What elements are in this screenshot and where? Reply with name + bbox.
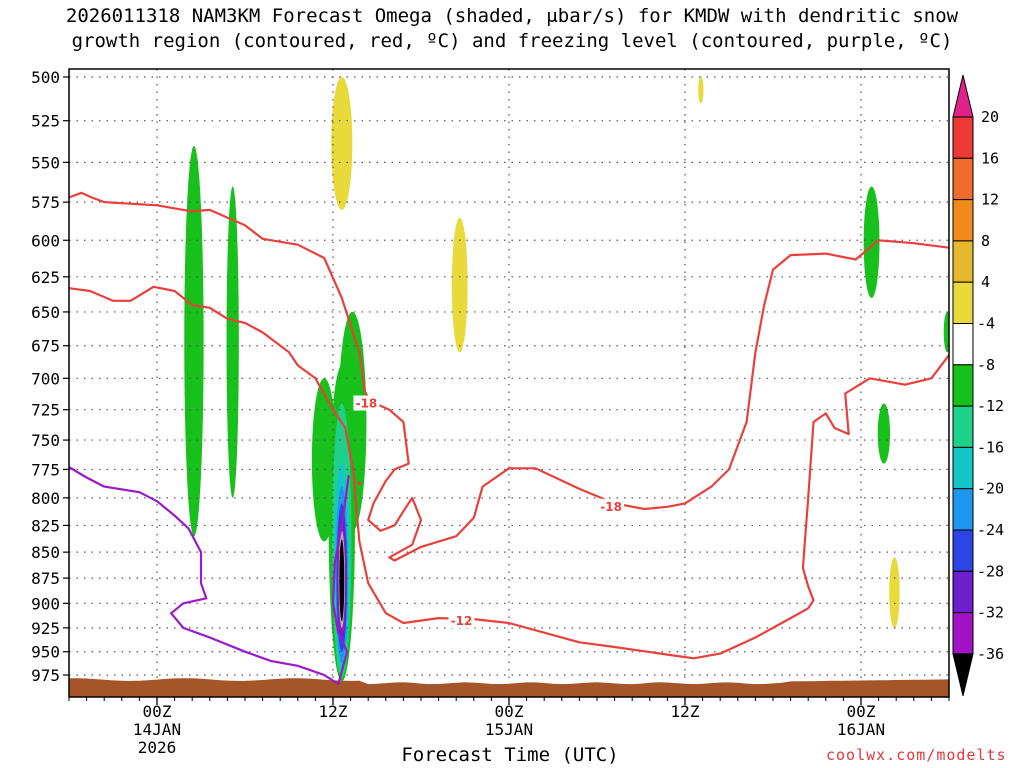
colorbar-label: -24 [977, 521, 1004, 539]
chart-title: 2026011318 NAM3KM Forecast Omega (shaded… [0, 4, 1024, 54]
omega-column-green [863, 186, 880, 299]
y-tick-label: 900 [31, 594, 60, 613]
colorbar-label: 16 [981, 149, 999, 167]
y-tick-label: 700 [31, 369, 60, 388]
colorbar-label: 4 [981, 273, 990, 291]
colorbar-label: -4 [977, 315, 995, 333]
y-tick-label: 975 [31, 666, 60, 685]
y-tick-label: 500 [31, 68, 60, 87]
y-tick-label: 925 [31, 619, 60, 638]
credit-text: coolwx.com/modelts [826, 746, 1007, 764]
omega-column-yellow [889, 557, 900, 628]
colorbar-label: -12 [977, 397, 1004, 415]
colorbar-label: -36 [977, 645, 1004, 663]
y-tick-label: 575 [31, 193, 60, 212]
contour-label-bg [448, 613, 475, 629]
colorbar-label: -32 [977, 604, 1004, 622]
y-tick-label: 800 [31, 489, 60, 508]
omega-column-yellow [451, 217, 468, 353]
contour-label-bg [598, 498, 625, 514]
y-tick-label: 825 [31, 516, 60, 535]
x-tick-label: 12Z [319, 702, 348, 721]
title-line-1: 2026011318 NAM3KM Forecast Omega (shaded… [65, 5, 959, 27]
title-line-2: growth region (contoured, red, ºC) and f… [71, 30, 953, 52]
contours: -18 -18 -12 [69, 191, 949, 686]
x-tick-label: 00Z [495, 702, 524, 721]
x-tick-date: 16JAN [837, 720, 885, 739]
omega-core-black [339, 539, 345, 622]
freezing-level-line [69, 466, 350, 686]
colorbar-label: -28 [977, 562, 1004, 580]
colorbar-swatch [952, 612, 974, 655]
colorbar-swatch [952, 199, 974, 242]
omega-column-yellow [698, 77, 704, 104]
omega-column-yellow [331, 77, 353, 210]
colorbar-label: -8 [977, 356, 995, 374]
x-tick-date: 14JAN [133, 720, 181, 739]
y-tick-label: 675 [31, 337, 60, 356]
x-axis-title: Forecast Time (UTC) [401, 744, 619, 766]
colorbar-label: 8 [981, 232, 990, 250]
y-tick-label: 950 [31, 643, 60, 662]
y-axis: 500 525 550 575 600 625 650 675 700 725 750 775 800 8… [31, 68, 69, 685]
x-tick-date: 15JAN [485, 720, 533, 739]
contour-label-bg [353, 395, 380, 411]
colorbar-swatch [952, 323, 974, 366]
contour-label: -18 [356, 397, 378, 411]
y-tick-label: 525 [31, 112, 60, 131]
x-tick-label: 00Z [847, 702, 876, 721]
contour-label: -18 [600, 500, 622, 514]
plot-area: -18 -18 -12 [69, 69, 949, 697]
y-tick-label: 650 [31, 303, 60, 322]
colorbar-top-arrow [952, 74, 974, 118]
colorbar-swatch [952, 570, 974, 614]
omega-column-green [226, 186, 239, 498]
y-tick-label: 875 [31, 569, 60, 588]
colorbar-label: 12 [981, 191, 999, 209]
y-tick-label: 850 [31, 543, 60, 562]
colorbar-label: 20 [981, 108, 999, 126]
colorbar-label: -16 [977, 438, 1004, 456]
colorbar-swatch [952, 446, 974, 490]
y-tick-label: 600 [31, 231, 60, 250]
omega-column-green [877, 403, 891, 464]
colorbar-swatch [952, 488, 974, 531]
terrain-fill [69, 678, 949, 697]
x-tick-label: 00Z [143, 702, 172, 721]
omega-shading [184, 77, 949, 682]
omega-column-green [184, 145, 204, 537]
y-tick-label: 625 [31, 268, 60, 287]
y-tick-label: 725 [31, 401, 60, 420]
colorbar-swatch [952, 364, 974, 407]
contour-label: -12 [451, 614, 473, 628]
omega-column-green [943, 311, 949, 353]
colorbar-swatch [952, 157, 974, 201]
contour-dot [357, 481, 362, 486]
colorbar-swatch [952, 529, 974, 572]
colorbar-label: -20 [977, 480, 1004, 498]
y-tick-label: 750 [31, 431, 60, 450]
y-tick-label: 550 [31, 153, 60, 172]
colorbar-bottom-arrow [952, 653, 974, 697]
dgz-contour-line [69, 191, 949, 562]
colorbar-swatch [952, 281, 974, 325]
x-tick-label: 12Z [671, 702, 700, 721]
y-tick-label: 775 [31, 460, 60, 479]
colorbar-swatch [952, 405, 974, 448]
colorbar-swatch [952, 116, 974, 159]
colorbar: 20 16 12 8 4 -4 -8 -12 -16 -20 -24 -28 -32 -36 [952, 74, 1004, 697]
colorbar-swatch [952, 240, 974, 283]
x-tick-year: 2026 [138, 738, 177, 757]
terrain [69, 678, 949, 697]
